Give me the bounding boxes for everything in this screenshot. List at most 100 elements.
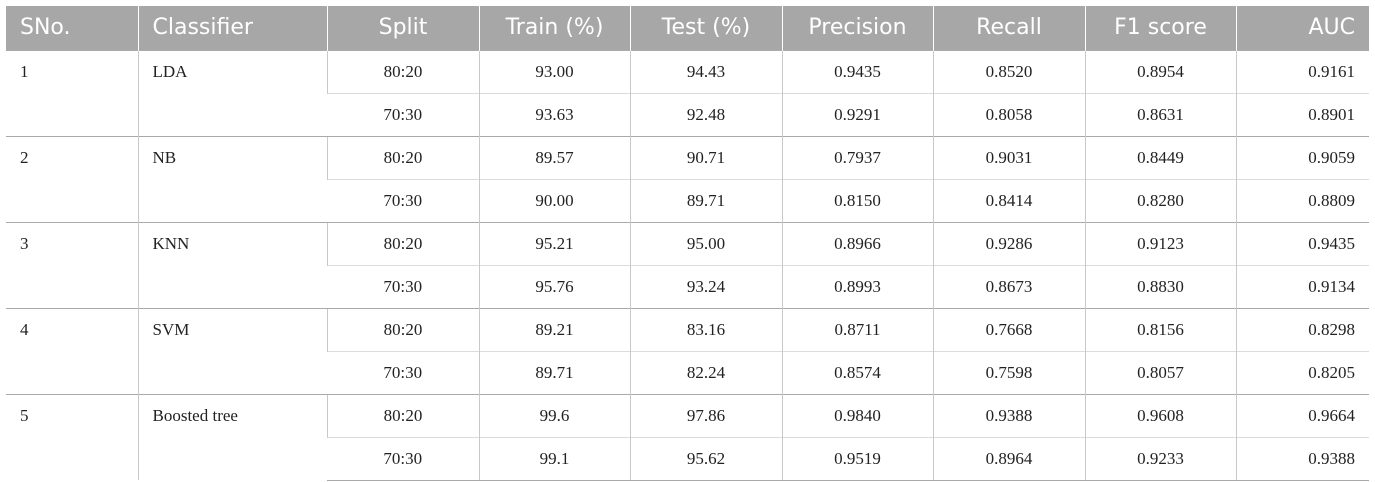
train-cell: 95.76 [478, 264, 630, 308]
precision-cell: 0.8150 [781, 178, 933, 222]
classifier-cell: LDA [137, 49, 327, 136]
header-auc: AUC [1235, 6, 1369, 50]
precision-cell: 0.8711 [781, 307, 933, 351]
recall-cell: 0.9286 [932, 221, 1085, 265]
auc-cell: 0.9161 [1235, 49, 1369, 93]
split-cell: 80:20 [326, 393, 479, 437]
recall-cell: 0.9388 [932, 393, 1085, 437]
train-cell: 89.71 [478, 350, 630, 394]
split-cell: 70:30 [327, 178, 479, 222]
header-train: Train (%) [478, 6, 630, 50]
sno-cell: 2 [6, 135, 138, 222]
results-table: SNo. Classifier Split Train (%) Test (%)… [6, 6, 1369, 481]
test-cell: 92.48 [629, 92, 782, 136]
table-row: 4 SVM 80:20 89.21 83.16 0.8711 0.7668 0.… [6, 307, 1369, 394]
split-cell: 80:20 [326, 135, 479, 179]
train-cell: 89.21 [478, 307, 630, 351]
f1-cell: 0.8057 [1084, 350, 1236, 394]
table-row: 70:30 95.76 93.24 0.8993 0.8673 0.8830 0… [6, 264, 1369, 308]
split-cell: 80:20 [326, 307, 479, 351]
test-cell: 89.71 [629, 178, 782, 222]
auc-cell: 0.8901 [1235, 92, 1369, 136]
header-test: Test (%) [629, 6, 782, 50]
precision-cell: 0.7937 [781, 135, 933, 179]
test-cell: 94.43 [629, 49, 782, 93]
header-f1: F1 score [1084, 6, 1236, 50]
split-cell: 70:30 [327, 350, 479, 394]
sno-cell: 4 [6, 307, 138, 394]
table-row: 70:30 89.71 82.24 0.8574 0.7598 0.8057 0… [6, 350, 1369, 394]
test-cell: 95.00 [629, 221, 782, 265]
test-cell: 82.24 [629, 350, 782, 394]
split-cell: 70:30 [327, 92, 479, 136]
classifier-cell: SVM [137, 307, 327, 394]
train-cell: 99.6 [478, 393, 630, 437]
header-recall: Recall [932, 6, 1085, 50]
f1-cell: 0.8156 [1084, 307, 1236, 351]
header-classifier: Classifier [137, 6, 327, 50]
table-row: 2 NB 80:20 89.57 90.71 0.7937 0.9031 0.8… [6, 135, 1369, 222]
auc-cell: 0.9388 [1235, 436, 1369, 481]
table-row: 70:30 90.00 89.71 0.8150 0.8414 0.8280 0… [6, 178, 1369, 222]
sno-cell: 3 [6, 221, 138, 308]
recall-cell: 0.9031 [932, 135, 1085, 179]
auc-cell: 0.9134 [1235, 264, 1369, 308]
header-sno: SNo. [6, 6, 138, 50]
precision-cell: 0.8966 [781, 221, 933, 265]
recall-cell: 0.8964 [932, 436, 1085, 481]
table-row: 3 KNN 80:20 95.21 95.00 0.8966 0.9286 0.… [6, 221, 1369, 308]
auc-cell: 0.8809 [1235, 178, 1369, 222]
split-cell: 70:30 [327, 436, 479, 481]
f1-cell: 0.9608 [1084, 393, 1236, 437]
precision-cell: 0.9519 [781, 436, 933, 481]
table-row: 5 Boosted tree 80:20 99.6 97.86 0.9840 0… [6, 393, 1369, 480]
recall-cell: 0.8058 [932, 92, 1085, 136]
table-row: 70:30 93.63 92.48 0.9291 0.8058 0.8631 0… [6, 92, 1369, 136]
precision-cell: 0.8993 [781, 264, 933, 308]
recall-cell: 0.8414 [932, 178, 1085, 222]
precision-cell: 0.9840 [781, 393, 933, 437]
f1-cell: 0.9233 [1084, 436, 1236, 481]
recall-cell: 0.7598 [932, 350, 1085, 394]
classifier-cell: KNN [137, 221, 327, 308]
test-cell: 97.86 [629, 393, 782, 437]
table-body: 1 LDA 80:20 93.00 94.43 0.9435 0.8520 0.… [6, 49, 1369, 481]
split-cell: 80:20 [326, 221, 479, 265]
recall-cell: 0.7668 [932, 307, 1085, 351]
f1-cell: 0.9123 [1084, 221, 1236, 265]
train-cell: 95.21 [478, 221, 630, 265]
f1-cell: 0.8280 [1084, 178, 1236, 222]
table-header: SNo. Classifier Split Train (%) Test (%)… [6, 6, 1369, 50]
recall-cell: 0.8673 [932, 264, 1085, 308]
header-row: SNo. Classifier Split Train (%) Test (%)… [6, 6, 1369, 50]
train-cell: 90.00 [478, 178, 630, 222]
test-cell: 83.16 [629, 307, 782, 351]
precision-cell: 0.9291 [781, 92, 933, 136]
test-cell: 90.71 [629, 135, 782, 179]
auc-cell: 0.9059 [1235, 135, 1369, 179]
f1-cell: 0.8954 [1084, 49, 1236, 93]
classifier-cell: Boosted tree [137, 393, 327, 480]
precision-cell: 0.9435 [781, 49, 933, 93]
test-cell: 93.24 [629, 264, 782, 308]
sno-cell: 5 [6, 393, 138, 480]
table-row: 70:30 99.1 95.62 0.9519 0.8964 0.9233 0.… [6, 436, 1369, 481]
auc-cell: 0.9435 [1235, 221, 1369, 265]
auc-cell: 0.9664 [1235, 393, 1369, 437]
train-cell: 89.57 [478, 135, 630, 179]
split-cell: 80:20 [326, 49, 479, 93]
f1-cell: 0.8631 [1084, 92, 1236, 136]
test-cell: 95.62 [629, 436, 782, 481]
train-cell: 93.00 [478, 49, 630, 93]
header-precision: Precision [781, 6, 933, 50]
sno-cell: 1 [6, 49, 138, 136]
train-cell: 99.1 [478, 436, 630, 481]
classifier-cell: NB [137, 135, 327, 222]
recall-cell: 0.8520 [932, 49, 1085, 93]
f1-cell: 0.8830 [1084, 264, 1236, 308]
auc-cell: 0.8205 [1235, 350, 1369, 394]
split-cell: 70:30 [327, 264, 479, 308]
table-row: 1 LDA 80:20 93.00 94.43 0.9435 0.8520 0.… [6, 49, 1369, 136]
auc-cell: 0.8298 [1235, 307, 1369, 351]
train-cell: 93.63 [478, 92, 630, 136]
